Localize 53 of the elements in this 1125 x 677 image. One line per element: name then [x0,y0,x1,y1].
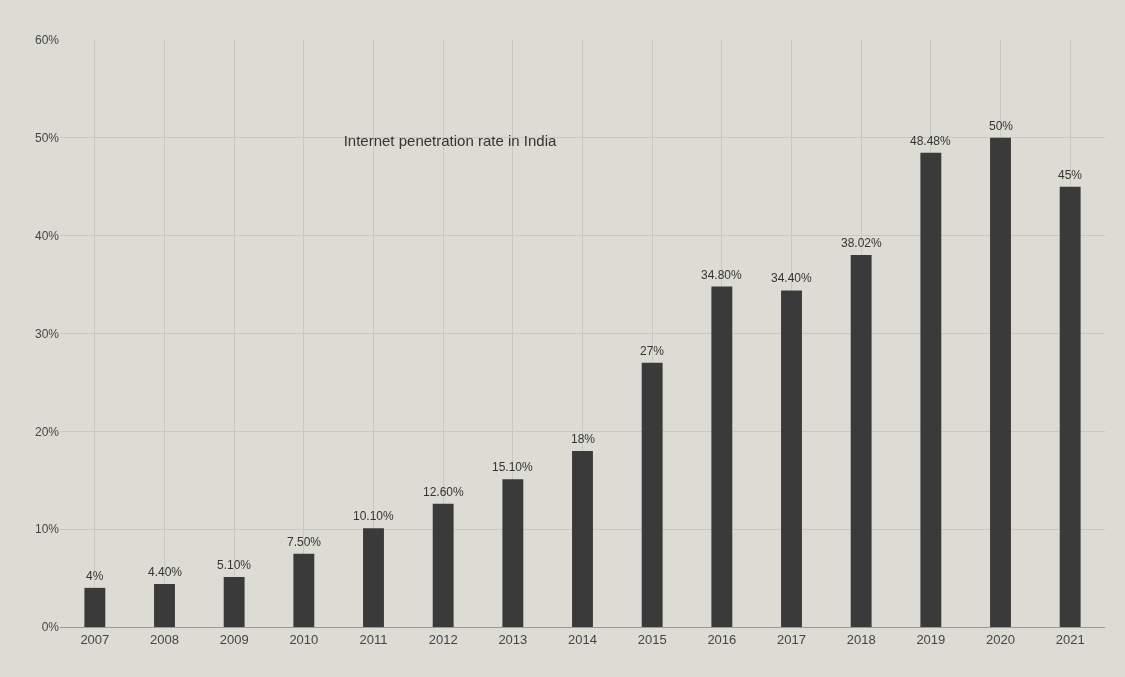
data-label: 45% [1058,168,1083,182]
bar [781,290,802,627]
x-tick-label: 2015 [637,631,667,647]
bar [84,587,106,627]
bar [223,577,245,627]
bar [293,553,315,627]
y-tick-label: 0% [41,620,60,635]
x-tick-label: 2017 [777,631,806,647]
data-label: 4.40% [148,565,183,579]
x-tick-label: 2013 [498,631,528,647]
y-tick-label: 60% [34,33,60,48]
data-label: 34.80% [701,268,743,282]
x-tick-label: 2009 [219,631,249,647]
x-tick-label: 2016 [707,631,737,647]
bar [363,528,384,627]
y-tick-label: 40% [34,228,60,243]
bar [850,255,872,627]
data-label: 18% [571,432,596,446]
bar [572,450,593,627]
bar [641,362,663,627]
data-label: 15.10% [492,460,534,474]
data-label: 48.48% [910,134,952,148]
x-tick-label: 2020 [986,631,1015,647]
bar [920,152,942,627]
data-label: 27% [640,344,665,358]
bar [990,137,1011,627]
x-tick-label: 2011 [359,631,388,647]
x-tick-label: 2008 [150,631,179,647]
y-tick-label: 20% [34,424,60,439]
data-label: 34.40% [771,271,813,285]
text: Internet penetration rate in India [343,131,557,149]
data-label: 4% [86,569,104,583]
x-tick-label: 2021 [1055,631,1085,647]
bar [1059,186,1081,627]
y-tick-label: 50% [34,131,60,146]
y-tick-label: 30% [34,326,60,341]
data-label: 7.50% [287,535,322,549]
x-tick-label: 2007 [80,631,110,647]
bar [502,479,524,627]
x-tick-label: 2018 [846,631,876,647]
x-tick-label: 2012 [428,631,458,647]
data-label: 10.10% [353,509,395,523]
x-tick-label: 2019 [916,631,946,647]
data-label: 38.02% [841,236,883,250]
data-label: 5.10% [217,558,252,572]
y-tick-label: 10% [34,522,60,537]
x-tick-label: 2010 [289,631,319,647]
data-label: 12.60% [423,485,465,499]
data-label: 50% [989,119,1014,133]
bar [154,583,175,627]
x-tick-label: 2014 [568,631,597,647]
bar [432,503,454,627]
bar [711,286,733,627]
